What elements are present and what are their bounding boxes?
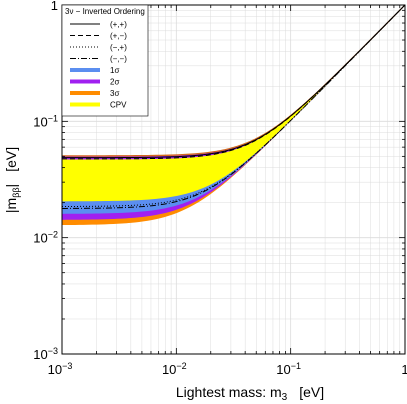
legend-label: (+,+) xyxy=(110,20,127,29)
x-axis-title-sub: 3 xyxy=(282,392,288,403)
legend-label: CPV xyxy=(110,101,127,110)
series-lines xyxy=(62,5,405,209)
y-axis-title-tail: | xyxy=(3,184,19,188)
tick-label: 10−3 xyxy=(33,346,58,362)
legend-label: (+,−) xyxy=(110,32,127,41)
series-line-dashdot xyxy=(62,5,405,209)
legend-title: 3ν − Inverted Ordering xyxy=(65,7,145,16)
x-axis-title: Lightest mass: m3 [eV] xyxy=(176,384,324,403)
plot-frame xyxy=(61,4,406,355)
series-line-dashed xyxy=(62,5,405,160)
band-CPV xyxy=(62,5,405,203)
legend-label: (−,−) xyxy=(110,55,127,64)
y-axis-title: |mββ| [eV] xyxy=(3,147,21,213)
legend-entries: (+,+) (+,−) (−,+) (−,−) 1σ 2σ 3σ CPV xyxy=(70,20,127,110)
tick-label: 10−2 xyxy=(162,361,187,377)
legend-box xyxy=(61,4,149,117)
tick-label: 1 xyxy=(401,362,407,377)
x-axis-title-unit: [eV] xyxy=(299,384,324,400)
legend: 3ν − Inverted Ordering (+,+) (+,−) (−,+) (−… xyxy=(61,4,149,117)
tick-labels: 10−3 10−2 10−1 1 10−3 10−2 10−1 1 xyxy=(33,0,407,377)
tick-label: 10−1 xyxy=(276,361,301,377)
y-axis-title-main: |m xyxy=(3,198,19,213)
y-axis-title-sub: ββ xyxy=(11,187,21,197)
axis-ticks xyxy=(62,5,405,354)
tick-label: 10−2 xyxy=(33,230,58,246)
legend-label: 1σ xyxy=(110,66,119,75)
tick-label: 10−1 xyxy=(33,113,58,129)
legend-label: (−,+) xyxy=(110,43,127,52)
legend-label: 3σ xyxy=(110,89,119,98)
x-axis-title-main: Lightest mass: m xyxy=(176,384,282,400)
tick-label: 1 xyxy=(51,0,58,13)
series-line-dotted xyxy=(62,5,405,208)
y-axis-title-unit: [eV] xyxy=(3,147,19,172)
tick-label: 10−3 xyxy=(48,361,73,377)
legend-label: 2σ xyxy=(110,78,119,87)
